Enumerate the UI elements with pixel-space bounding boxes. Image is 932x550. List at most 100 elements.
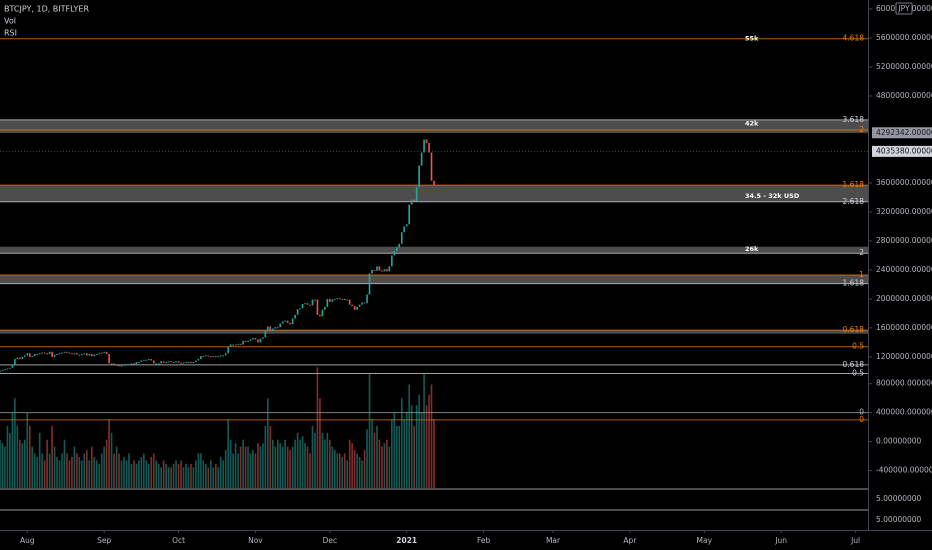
volume-bar [408,384,411,488]
y-tick-label: 1200000.00000000 [876,352,932,361]
candle [234,344,237,346]
volume-bar [172,463,175,488]
candle [229,344,232,347]
x-tick-label: 2021 [396,536,417,545]
currency-label: JPY [897,4,910,13]
volume-bar [361,460,363,488]
volume-bar [4,446,6,488]
volume-bar [356,453,358,488]
candle [98,353,101,355]
volume-bar [363,450,366,488]
candle [410,199,413,205]
volume-bar [48,453,51,488]
candle [281,321,284,324]
candle [138,361,140,363]
volume-bar [324,439,326,488]
candle [202,356,205,358]
candle [143,359,145,361]
candle [200,356,202,360]
volume-bar [428,394,430,488]
chart-title: BTCJPY, 1D, BITFLYER [4,5,89,14]
price-tag [872,145,932,157]
volume-bar [346,460,349,488]
y-tick-label: 2000000.00000000 [876,294,932,303]
volume-tick-label: 800000.00000000 [876,379,932,388]
candle [197,359,200,361]
y-tick-label: 4800000.00000000 [876,91,932,100]
volume-bar [78,456,81,488]
volume-bar [410,405,413,488]
volume-bar [51,425,53,488]
rsi-label: 5.00000000 [876,515,922,524]
candle [343,298,346,300]
volume-bar [152,453,155,488]
volume-bar [244,446,247,488]
candle [227,346,229,354]
candle [0,370,1,372]
volume-bar [113,453,115,488]
volume-bar [118,453,120,488]
candle [4,369,6,371]
volume-bar [76,453,78,488]
candle [386,269,388,272]
volume-bar [95,460,98,488]
volume-bar [368,374,371,488]
volume-bar [400,398,403,488]
x-tick-label: Jul [850,536,860,545]
volume-bar [219,456,222,488]
candle [150,359,153,361]
x-tick-label: Nov [248,536,263,545]
volume-bar [331,446,334,488]
volume-bar [214,463,217,488]
candle [95,353,98,355]
zone-note: 26k [745,245,759,253]
volume-bar [294,439,296,488]
candle [237,343,239,345]
volume-bar [403,419,406,488]
volume-bar [217,467,220,488]
fib-zone [0,274,868,284]
volume-bar [66,453,68,488]
candle [41,352,43,354]
volume-bar [306,446,309,488]
candle [403,226,406,233]
volume-bar [177,463,180,488]
candle [262,337,264,339]
fib-level-label: 4.618 [843,34,865,43]
volume-bar [88,460,91,488]
candle [306,303,309,305]
candle [425,139,428,144]
candle [58,353,61,355]
volume-bar [430,384,433,488]
candle [66,351,68,353]
x-tick-label: May [697,536,713,545]
volume-bar [393,412,396,488]
volume-bar [165,463,167,488]
candle [78,354,81,356]
candle [361,302,363,305]
candle [415,187,418,202]
candle [110,363,113,365]
volume-bar [314,432,316,488]
candle [68,352,71,354]
volume-bar [195,460,197,488]
volume-bar [289,450,291,488]
candle [185,361,187,363]
candle [19,357,21,360]
candle [85,353,88,356]
candle [113,363,115,365]
volume-bar [222,460,225,488]
volume-bar [358,456,361,488]
candle [73,353,76,355]
volume-bar [296,432,299,488]
volume-bar [190,463,192,488]
volume-bar [415,405,418,488]
volume-bar [209,460,212,488]
candle [413,199,415,202]
y-tick-label: 1600000.00000000 [876,323,932,332]
candle [321,309,324,317]
candle [348,299,351,305]
volume-bar [376,425,378,488]
